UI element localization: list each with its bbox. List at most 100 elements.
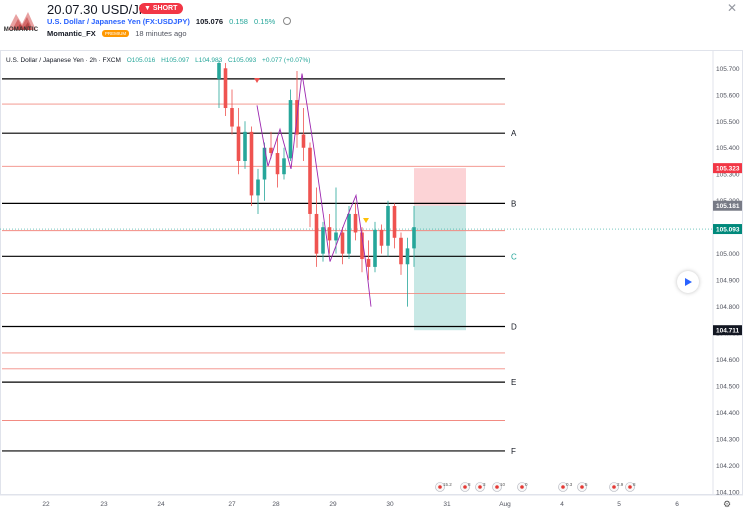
candle-body[interactable]: [412, 227, 416, 249]
legend-change: +0.077 (+0.07%): [262, 57, 311, 64]
arrow-down-icon: ▼: [144, 5, 153, 12]
symbol-line: U.S. Dollar / Japanese Yen (FX:USDJPY) 1…: [47, 17, 292, 26]
y-tick-label: 105.300: [716, 172, 740, 179]
level-label-a: A: [511, 129, 517, 138]
event-dot: [438, 485, 442, 489]
candle-body[interactable]: [301, 134, 306, 148]
chart-border: [0, 50, 743, 495]
candle-body[interactable]: [269, 147, 273, 154]
premium-badge: PREMIUM: [101, 30, 130, 37]
momantic-logo: [8, 12, 36, 30]
event-dot: [628, 485, 632, 489]
candle-body[interactable]: [373, 229, 377, 267]
candle-body[interactable]: [360, 232, 364, 259]
event-dot: [495, 485, 499, 489]
clock-icon: [283, 17, 292, 25]
candle-body[interactable]: [353, 213, 358, 233]
price-tag-label: 105.323: [716, 166, 740, 173]
idea-header: MOMANTIC 20.07.30 USD/JPY ▼ SHORT U.S. D…: [0, 0, 743, 48]
event-flag-label: 15.2: [443, 482, 452, 487]
candle-body[interactable]: [392, 206, 397, 238]
published-time: 18 minutes ago: [135, 29, 187, 38]
x-tick-label: 30: [386, 501, 394, 508]
y-tick-label: 104.100: [716, 490, 740, 497]
event-flag-label: 0: [525, 482, 528, 487]
x-tick-label: 5: [617, 501, 621, 508]
candle-body[interactable]: [366, 258, 371, 267]
candle-body[interactable]: [321, 227, 325, 254]
candle-body[interactable]: [275, 153, 280, 175]
candle-body[interactable]: [340, 232, 345, 254]
legend-high: H105.097: [161, 57, 190, 64]
candle-body[interactable]: [243, 131, 247, 161]
candle-body[interactable]: [379, 229, 384, 246]
symbol-link[interactable]: U.S. Dollar / Japanese Yen (FX:USDJPY): [47, 17, 190, 26]
candle-body[interactable]: [399, 237, 403, 265]
candle-body[interactable]: [236, 126, 241, 161]
idea-title: 20.07.30 USD/JPY: [47, 2, 157, 17]
price-chart[interactable]: 105.700105.600105.500105.400105.300105.2…: [0, 50, 743, 511]
event-dot: [561, 485, 565, 489]
price-tag-label: 104.711: [716, 328, 740, 335]
event-flag-label: 8: [468, 482, 471, 487]
stop-loss-zone[interactable]: [414, 168, 466, 206]
candle-body[interactable]: [282, 158, 286, 175]
author-link[interactable]: Momantic_FX: [47, 29, 96, 38]
candle-body[interactable]: [223, 68, 228, 109]
short-badge: ▼ SHORT: [139, 3, 184, 14]
logo-wordmark: MOMANTIC: [3, 27, 39, 33]
x-tick-label: 22: [42, 501, 50, 508]
event-dot: [463, 485, 467, 489]
legend-close: C105.093: [228, 57, 257, 64]
y-tick-label: 105.000: [716, 251, 740, 258]
play-icon: [685, 278, 692, 286]
candle-body[interactable]: [262, 147, 267, 180]
x-tick-label: 6: [675, 501, 679, 508]
candle-body[interactable]: [334, 232, 338, 241]
price-tag-label: 105.181: [716, 203, 740, 210]
price-tag: [713, 200, 742, 211]
candle-body[interactable]: [288, 100, 293, 159]
x-tick-label: 23: [100, 501, 108, 508]
y-tick-label: 104.300: [716, 437, 740, 444]
legend-low: L104.983: [195, 57, 223, 64]
candle-body[interactable]: [347, 213, 351, 254]
x-tick-label: 4: [560, 501, 564, 508]
legend-symbol: U.S. Dollar / Japanese Yen · 2h · FXCM: [6, 57, 121, 64]
x-tick-label: 31: [443, 501, 451, 508]
y-tick-label: 104.400: [716, 410, 740, 417]
author-line: Momantic_FX PREMIUM 18 minutes ago: [47, 29, 187, 38]
gear-icon[interactable]: ⚙: [723, 499, 732, 509]
x-tick-label: 28: [272, 501, 280, 508]
candle-body[interactable]: [256, 179, 260, 196]
y-tick-label: 105.500: [716, 119, 740, 126]
candle-body[interactable]: [405, 248, 410, 265]
level-label-d: D: [511, 322, 517, 331]
candle-body[interactable]: [314, 213, 319, 254]
y-tick-label: 104.900: [716, 278, 740, 285]
y-tick-label: 104.200: [716, 463, 740, 470]
x-tick-label: Aug: [499, 501, 511, 508]
chart-legend: U.S. Dollar / Japanese Yen · 2h · FXCM O…: [6, 57, 310, 64]
x-tick-label: 24: [157, 501, 165, 508]
badge-label: SHORT: [152, 5, 178, 12]
signal-marker-icon: [363, 218, 369, 223]
candle-body[interactable]: [217, 63, 221, 79]
close-icon[interactable]: ✕: [727, 1, 738, 15]
last-price: 105.076: [195, 17, 224, 26]
candle-body[interactable]: [386, 206, 390, 246]
y-tick-label: 105.700: [716, 66, 740, 73]
x-tick-label: 29: [329, 501, 337, 508]
candle-body[interactable]: [308, 147, 312, 214]
y-tick-label: 105.600: [716, 92, 740, 99]
play-replay-button[interactable]: [677, 271, 699, 293]
price-tag-label: 105.093: [716, 227, 740, 234]
event-dot: [520, 485, 524, 489]
zigzag-line[interactable]: [256, 73, 372, 307]
candle-body[interactable]: [327, 227, 332, 241]
candle-body[interactable]: [249, 131, 254, 196]
y-tick-label: 105.400: [716, 145, 740, 152]
y-tick-label: 104.800: [716, 304, 740, 311]
profit-target-zone[interactable]: [414, 205, 466, 331]
candle-body[interactable]: [230, 108, 234, 127]
